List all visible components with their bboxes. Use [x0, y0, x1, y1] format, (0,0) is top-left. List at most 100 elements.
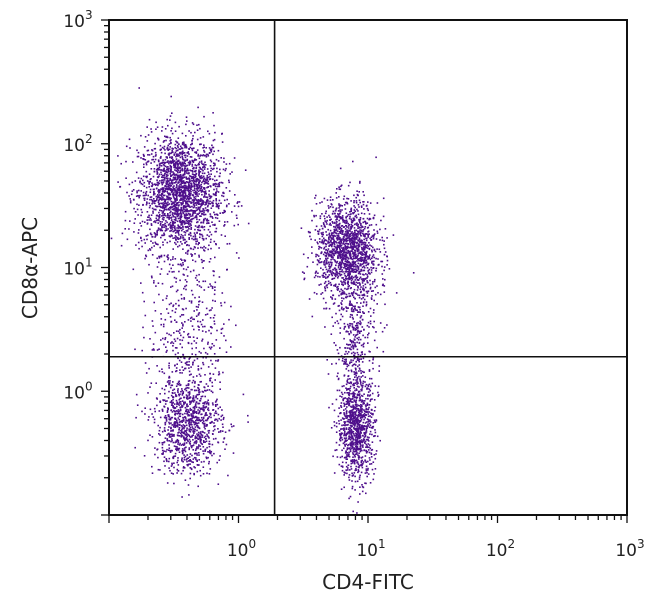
data-point	[179, 176, 181, 178]
data-point	[326, 259, 328, 261]
data-point	[366, 217, 369, 220]
data-point	[347, 213, 350, 216]
data-point	[231, 211, 233, 213]
data-point	[174, 166, 177, 169]
data-point	[156, 257, 158, 260]
data-point	[362, 191, 364, 193]
data-point	[154, 241, 157, 244]
data-point	[353, 232, 355, 235]
data-point	[352, 282, 354, 284]
data-point	[193, 186, 196, 188]
data-point	[172, 171, 174, 173]
data-point	[351, 475, 354, 477]
data-point	[177, 448, 179, 450]
data-point	[161, 218, 164, 220]
data-point	[194, 212, 196, 214]
data-point	[170, 426, 172, 429]
data-point	[164, 200, 167, 202]
data-point	[167, 180, 170, 182]
data-point	[170, 152, 172, 155]
data-point	[370, 290, 373, 292]
data-point	[347, 251, 350, 254]
data-point	[348, 250, 350, 253]
data-point	[352, 416, 355, 419]
data-point	[330, 272, 333, 275]
data-point	[182, 180, 185, 183]
data-point	[357, 294, 359, 296]
data-point	[192, 123, 195, 126]
data-point	[159, 157, 162, 159]
data-point	[175, 399, 178, 402]
data-point	[141, 245, 143, 248]
data-point	[369, 237, 371, 240]
data-point	[125, 160, 127, 163]
data-point	[327, 248, 330, 250]
data-point	[347, 467, 349, 469]
data-point	[355, 268, 357, 270]
data-point	[156, 126, 159, 128]
data-point	[167, 160, 169, 162]
data-point	[192, 427, 194, 430]
data-point	[324, 255, 327, 257]
data-point	[214, 131, 216, 134]
data-point	[340, 184, 343, 187]
data-point	[316, 263, 319, 266]
data-point	[194, 131, 196, 134]
data-point	[189, 169, 191, 172]
data-point	[366, 471, 368, 474]
data-point	[169, 192, 171, 195]
data-point	[360, 401, 363, 403]
data-point	[159, 255, 162, 258]
data-point	[166, 216, 168, 219]
data-point	[197, 190, 200, 193]
data-point	[174, 191, 176, 193]
data-point	[157, 159, 160, 161]
data-point	[352, 408, 354, 411]
data-point	[348, 427, 350, 429]
data-point	[151, 276, 153, 279]
data-point	[179, 171, 181, 173]
data-point	[205, 423, 208, 426]
data-point	[355, 445, 357, 447]
data-point	[160, 173, 163, 176]
data-point	[333, 241, 335, 243]
data-point	[348, 415, 350, 417]
data-point	[351, 459, 354, 461]
data-point	[348, 400, 350, 403]
data-point	[220, 419, 222, 421]
data-point	[168, 203, 171, 205]
data-point	[137, 151, 140, 154]
data-point	[341, 291, 343, 294]
data-point	[346, 417, 349, 419]
data-point	[170, 179, 172, 181]
data-point	[200, 175, 203, 177]
data-point	[182, 237, 184, 239]
data-point	[381, 236, 383, 239]
data-point	[167, 216, 170, 219]
data-point	[353, 200, 355, 202]
data-point	[347, 455, 349, 457]
data-point	[354, 480, 357, 483]
data-point	[350, 237, 353, 240]
data-point	[341, 225, 344, 227]
data-point	[170, 206, 172, 209]
data-point	[348, 261, 350, 263]
data-point	[184, 192, 187, 195]
data-point	[341, 283, 343, 286]
data-point	[233, 157, 236, 159]
data-point	[154, 158, 157, 161]
data-point	[335, 312, 337, 315]
data-point	[354, 408, 357, 410]
data-point	[157, 192, 160, 194]
data-point	[206, 220, 208, 222]
data-point	[367, 421, 370, 423]
data-point	[165, 450, 167, 453]
data-point	[345, 427, 348, 429]
data-point	[344, 201, 347, 204]
data-point	[188, 217, 190, 219]
data-point	[165, 175, 168, 178]
data-point	[355, 469, 357, 471]
data-point	[199, 199, 201, 201]
data-point	[164, 158, 167, 161]
data-point	[362, 415, 365, 418]
